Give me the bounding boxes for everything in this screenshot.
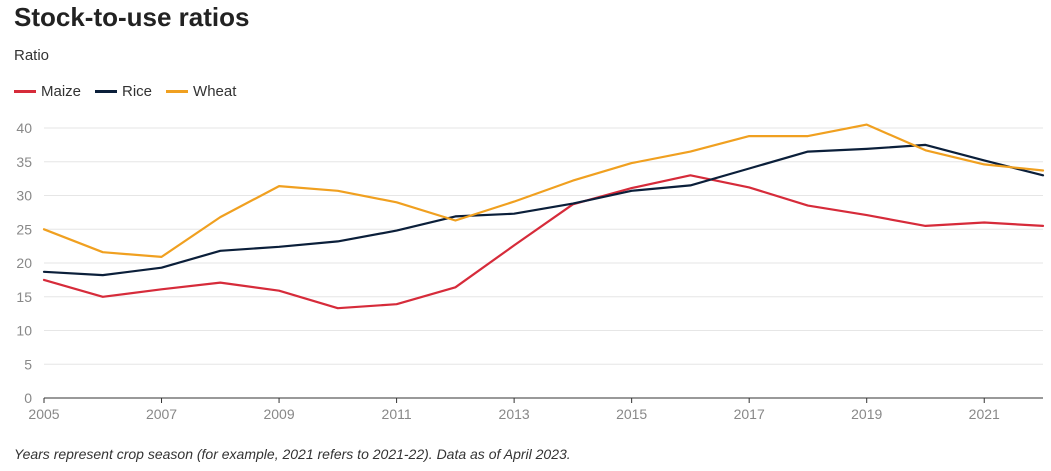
- y-tick-label-15: 15: [16, 289, 32, 305]
- x-tick-label-2009: 2009: [263, 406, 294, 422]
- legend-label-rice: Rice: [122, 83, 153, 100]
- y-tick-label-40: 40: [16, 120, 32, 136]
- x-tick-label-2017: 2017: [734, 406, 765, 422]
- x-tick-label-2007: 2007: [146, 406, 177, 422]
- y-tick-label-25: 25: [16, 221, 32, 237]
- series-line-rice: [42, 143, 1045, 277]
- y-tick-label-0: 0: [24, 390, 32, 406]
- legend-item-maize[interactable]: Maize: [14, 83, 81, 100]
- x-tick-label-2019: 2019: [851, 406, 882, 422]
- x-tick-label-2005: 2005: [28, 406, 59, 422]
- legend-swatch-wheat: [166, 90, 189, 93]
- x-tick-label-2021: 2021: [969, 406, 1000, 422]
- y-tick-label-30: 30: [16, 188, 32, 204]
- x-tick-label-2013: 2013: [499, 406, 530, 422]
- y-tick-label-5: 5: [24, 356, 32, 372]
- chart-title: Stock-to-use ratios: [14, 2, 250, 32]
- legend-item-rice[interactable]: Rice: [95, 83, 152, 100]
- legend-label-wheat: Wheat: [193, 83, 237, 100]
- legend-swatch-maize: [14, 90, 36, 93]
- y-tick-label-20: 20: [16, 255, 32, 271]
- y-axis-label: Ratio: [14, 47, 50, 64]
- series-line-wheat: [42, 123, 1045, 258]
- x-tick-label-2011: 2011: [382, 406, 412, 422]
- legend: Maize Rice Wheat: [14, 83, 236, 100]
- footnote: Years represent crop season (for example…: [14, 446, 571, 462]
- series-line-maize: [42, 174, 1045, 310]
- y-tick-label-10: 10: [16, 323, 32, 339]
- legend-label-maize: Maize: [41, 83, 82, 100]
- y-tick-label-35: 35: [16, 154, 32, 170]
- x-tick-label-2015: 2015: [616, 406, 647, 422]
- legend-swatch-rice: [95, 90, 118, 93]
- legend-item-wheat[interactable]: Wheat: [166, 83, 236, 100]
